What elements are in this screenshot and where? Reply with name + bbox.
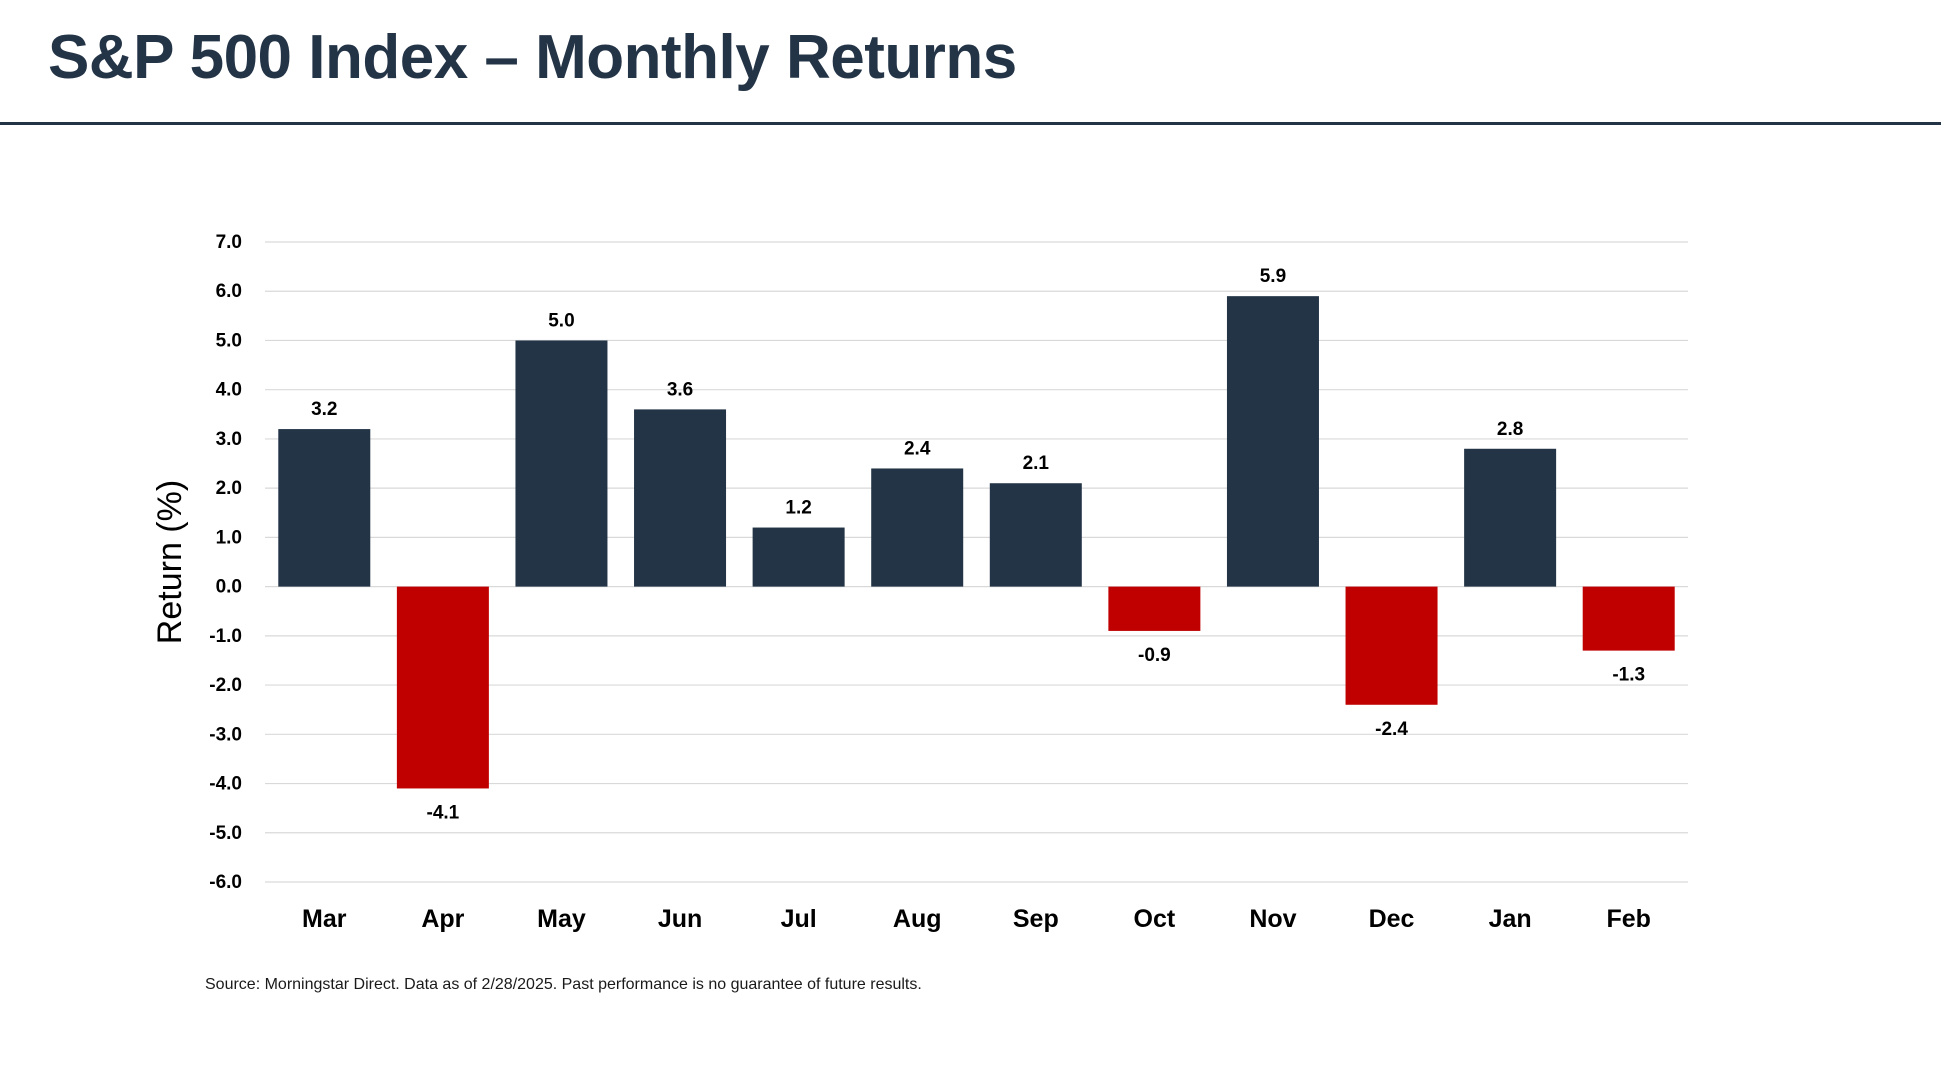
x-tick-label: May (537, 905, 586, 933)
x-tick-label: Jun (658, 905, 702, 933)
bar-mar (278, 429, 371, 587)
bar-nov (1226, 296, 1319, 587)
x-tick-label: Aug (893, 905, 942, 933)
data-label: 1.2 (785, 498, 811, 519)
bar-may (515, 340, 608, 587)
x-tick-label: Nov (1249, 905, 1296, 933)
x-tick-label: Jan (1489, 905, 1532, 933)
bar-jul (752, 527, 845, 587)
bars (278, 296, 1675, 789)
data-label: -4.1 (427, 802, 460, 823)
bar-dec (1345, 586, 1438, 705)
bar-jan (1464, 448, 1557, 587)
page-title: S&P 500 Index – Monthly Returns (48, 23, 1017, 92)
y-tick-label: -3.0 (209, 724, 242, 745)
monthly-returns-bar-chart: 7.0 6.0 5.0 4.0 3.0 2.0 1.0 0.0 -1.0 -2.0 -3.0 -4.0… (151, 232, 1688, 933)
y-tick-label: 2.0 (216, 478, 242, 499)
y-tick-label: -1.0 (209, 626, 242, 647)
data-label: 5.9 (1260, 266, 1286, 287)
x-axis-ticks: Mar Apr May Jun Jul Aug Sep Oct Nov Dec Jan Feb (302, 905, 1651, 933)
x-tick-label: Jul (781, 905, 817, 933)
data-label: -2.4 (1375, 719, 1408, 740)
data-label: -1.3 (1612, 665, 1645, 686)
grid-lines (265, 241, 1688, 883)
y-tick-label: 0.0 (216, 577, 242, 598)
y-tick-label: -5.0 (209, 823, 242, 844)
data-label: 2.4 (904, 438, 931, 459)
x-tick-label: Oct (1134, 905, 1176, 933)
data-label: 2.1 (1023, 453, 1050, 474)
x-tick-label: Mar (302, 905, 347, 933)
bar-jun (634, 409, 727, 587)
title-divider (0, 122, 1941, 125)
data-label: 5.0 (548, 310, 574, 331)
y-axis-ticks: 7.0 6.0 5.0 4.0 3.0 2.0 1.0 0.0 -1.0 -2.0 -3.0 -4.0… (209, 232, 242, 893)
x-tick-label: Dec (1369, 905, 1415, 933)
y-axis-label: Return (%) (151, 480, 189, 644)
data-labels: 3.2 -4.1 5.0 3.6 1.2 2.4 2.1 -0.9 5.9 -2.4 2.8 -1.3 (311, 266, 1645, 823)
y-tick-label: 7.0 (216, 232, 242, 253)
y-tick-label: 3.0 (216, 429, 242, 450)
source-note: Source: Morningstar Direct. Data as of 2… (205, 976, 922, 993)
x-tick-label: Feb (1606, 905, 1650, 933)
y-tick-label: -4.0 (209, 774, 242, 795)
bar-apr (396, 586, 489, 789)
y-tick-label: -2.0 (209, 675, 242, 696)
bar-feb (1582, 586, 1675, 651)
x-tick-label: Apr (421, 905, 464, 933)
bar-sep (989, 483, 1082, 587)
bar-oct (1108, 586, 1201, 631)
bar-aug (871, 468, 964, 587)
data-label: -0.9 (1138, 645, 1171, 666)
data-label: 3.2 (311, 399, 337, 420)
y-tick-label: 4.0 (216, 380, 242, 401)
y-tick-label: 1.0 (216, 527, 242, 548)
y-tick-label: 6.0 (216, 281, 242, 302)
data-label: 3.6 (667, 379, 693, 400)
data-label: 2.8 (1497, 419, 1523, 440)
y-tick-label: -6.0 (209, 872, 242, 893)
y-tick-label: 5.0 (216, 330, 242, 351)
x-tick-label: Sep (1013, 905, 1059, 933)
